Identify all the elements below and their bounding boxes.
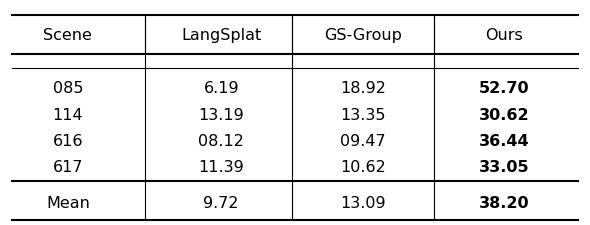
Text: Mean: Mean: [46, 195, 90, 210]
Text: 10.62: 10.62: [340, 159, 386, 174]
Text: 30.62: 30.62: [479, 107, 530, 122]
Text: 52.70: 52.70: [479, 80, 530, 95]
Text: 6.19: 6.19: [204, 80, 239, 95]
Text: Ours: Ours: [486, 27, 523, 42]
Text: Scene: Scene: [44, 27, 92, 42]
Text: 085: 085: [53, 80, 83, 95]
Text: 33.05: 33.05: [479, 159, 530, 174]
Text: 13.09: 13.09: [340, 195, 386, 210]
Text: 08.12: 08.12: [198, 133, 244, 148]
Text: GS-Group: GS-Group: [324, 27, 402, 42]
Text: 616: 616: [53, 133, 83, 148]
Text: 09.47: 09.47: [340, 133, 386, 148]
Text: 13.35: 13.35: [340, 107, 386, 122]
Text: 617: 617: [53, 159, 83, 174]
Text: LangSplat: LangSplat: [181, 27, 261, 42]
Text: 13.19: 13.19: [198, 107, 244, 122]
Text: 11.39: 11.39: [198, 159, 244, 174]
Text: 18.92: 18.92: [340, 80, 386, 95]
Text: 114: 114: [53, 107, 83, 122]
Text: 9.72: 9.72: [204, 195, 239, 210]
Text: 38.20: 38.20: [479, 195, 530, 210]
Text: 36.44: 36.44: [479, 133, 530, 148]
